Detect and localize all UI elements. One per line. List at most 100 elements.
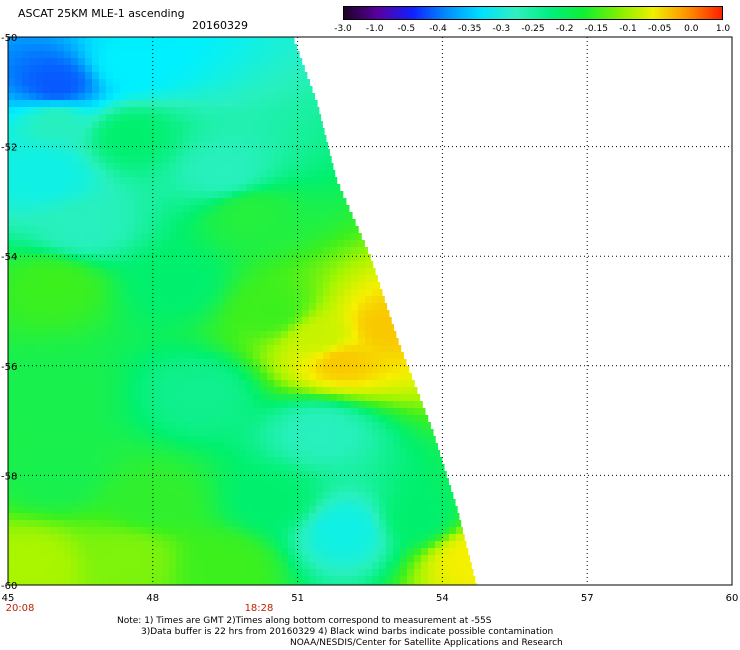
field-cell bbox=[197, 569, 205, 577]
field-cell bbox=[43, 331, 51, 339]
field-cell bbox=[253, 471, 261, 479]
field-cell bbox=[253, 429, 261, 437]
field-cell bbox=[15, 506, 23, 514]
field-cell bbox=[281, 177, 289, 185]
field-cell bbox=[141, 548, 149, 556]
field-cell bbox=[288, 450, 296, 458]
field-cell bbox=[260, 142, 268, 150]
field-cell bbox=[337, 506, 345, 514]
field-cell bbox=[309, 457, 317, 465]
field-cell bbox=[141, 142, 149, 150]
field-cell bbox=[148, 436, 156, 444]
field-cell bbox=[190, 359, 198, 367]
field-cell bbox=[379, 289, 383, 297]
field-cell bbox=[414, 499, 422, 507]
field-cell bbox=[169, 37, 177, 45]
field-cell bbox=[267, 310, 275, 318]
field-cell bbox=[155, 184, 163, 192]
field-cell bbox=[372, 282, 380, 290]
field-cell bbox=[302, 576, 310, 584]
field-cell bbox=[169, 562, 177, 570]
field-cell bbox=[267, 191, 275, 199]
field-cell bbox=[295, 114, 303, 122]
field-cell bbox=[197, 247, 205, 255]
field-cell bbox=[260, 114, 268, 122]
field-cell bbox=[379, 576, 387, 584]
field-cell bbox=[435, 450, 441, 458]
field-cell bbox=[50, 226, 58, 234]
field-cell bbox=[148, 478, 156, 486]
field-cell bbox=[372, 548, 380, 556]
field-cell bbox=[211, 443, 219, 451]
field-cell bbox=[36, 555, 44, 563]
field-cell bbox=[22, 359, 30, 367]
field-cell bbox=[15, 240, 23, 248]
field-cell bbox=[169, 163, 177, 171]
field-cell bbox=[365, 401, 373, 409]
field-cell bbox=[134, 184, 142, 192]
field-cell bbox=[183, 177, 191, 185]
field-cell bbox=[197, 450, 205, 458]
field-cell bbox=[239, 114, 247, 122]
field-cell bbox=[239, 324, 247, 332]
field-cell bbox=[197, 415, 205, 423]
field-cell bbox=[78, 205, 86, 213]
field-cell bbox=[64, 79, 72, 87]
field-cell bbox=[309, 149, 317, 157]
field-cell bbox=[267, 177, 275, 185]
field-cell bbox=[239, 415, 247, 423]
field-cell bbox=[337, 275, 345, 283]
field-cell bbox=[302, 198, 310, 206]
field-cell bbox=[183, 394, 191, 402]
field-cell bbox=[400, 534, 408, 542]
field-cell bbox=[253, 562, 261, 570]
field-cell bbox=[43, 240, 51, 248]
field-cell bbox=[64, 436, 72, 444]
field-cell bbox=[372, 562, 380, 570]
field-cell bbox=[141, 534, 149, 542]
field-cell bbox=[99, 380, 107, 388]
field-cell bbox=[337, 576, 345, 584]
field-cell bbox=[211, 170, 219, 178]
field-cell bbox=[64, 310, 72, 318]
field-cell bbox=[358, 576, 366, 584]
field-cell bbox=[316, 394, 324, 402]
field-cell bbox=[64, 366, 72, 374]
field-cell bbox=[379, 317, 387, 325]
field-cell bbox=[71, 240, 79, 248]
field-cell bbox=[141, 366, 149, 374]
field-cell bbox=[169, 359, 177, 367]
field-cell bbox=[204, 261, 212, 269]
field-cell bbox=[120, 205, 128, 213]
field-cell bbox=[204, 394, 212, 402]
field-cell bbox=[330, 366, 338, 374]
field-cell bbox=[29, 401, 37, 409]
field-cell bbox=[162, 485, 170, 493]
field-cell bbox=[134, 401, 142, 409]
field-cell bbox=[15, 233, 23, 241]
field-cell bbox=[267, 289, 275, 297]
field-cell bbox=[141, 114, 149, 122]
field-cell bbox=[85, 492, 93, 500]
field-cell bbox=[239, 149, 247, 157]
field-cell bbox=[358, 450, 366, 458]
field-cell bbox=[22, 128, 30, 136]
field-cell bbox=[316, 443, 324, 451]
field-cell bbox=[64, 471, 72, 479]
field-cell bbox=[267, 527, 275, 535]
field-cell bbox=[463, 583, 471, 585]
field-cell bbox=[204, 569, 212, 577]
field-cell bbox=[379, 534, 387, 542]
field-cell bbox=[274, 184, 282, 192]
field-cell bbox=[50, 366, 58, 374]
field-cell bbox=[92, 394, 100, 402]
field-cell bbox=[274, 450, 282, 458]
field-cell bbox=[92, 268, 100, 276]
field-cell bbox=[197, 471, 205, 479]
field-cell bbox=[15, 282, 23, 290]
field-cell bbox=[288, 205, 296, 213]
field-cell bbox=[337, 429, 345, 437]
field-cell bbox=[113, 51, 121, 59]
field-cell bbox=[211, 499, 219, 507]
field-cell bbox=[456, 541, 464, 549]
